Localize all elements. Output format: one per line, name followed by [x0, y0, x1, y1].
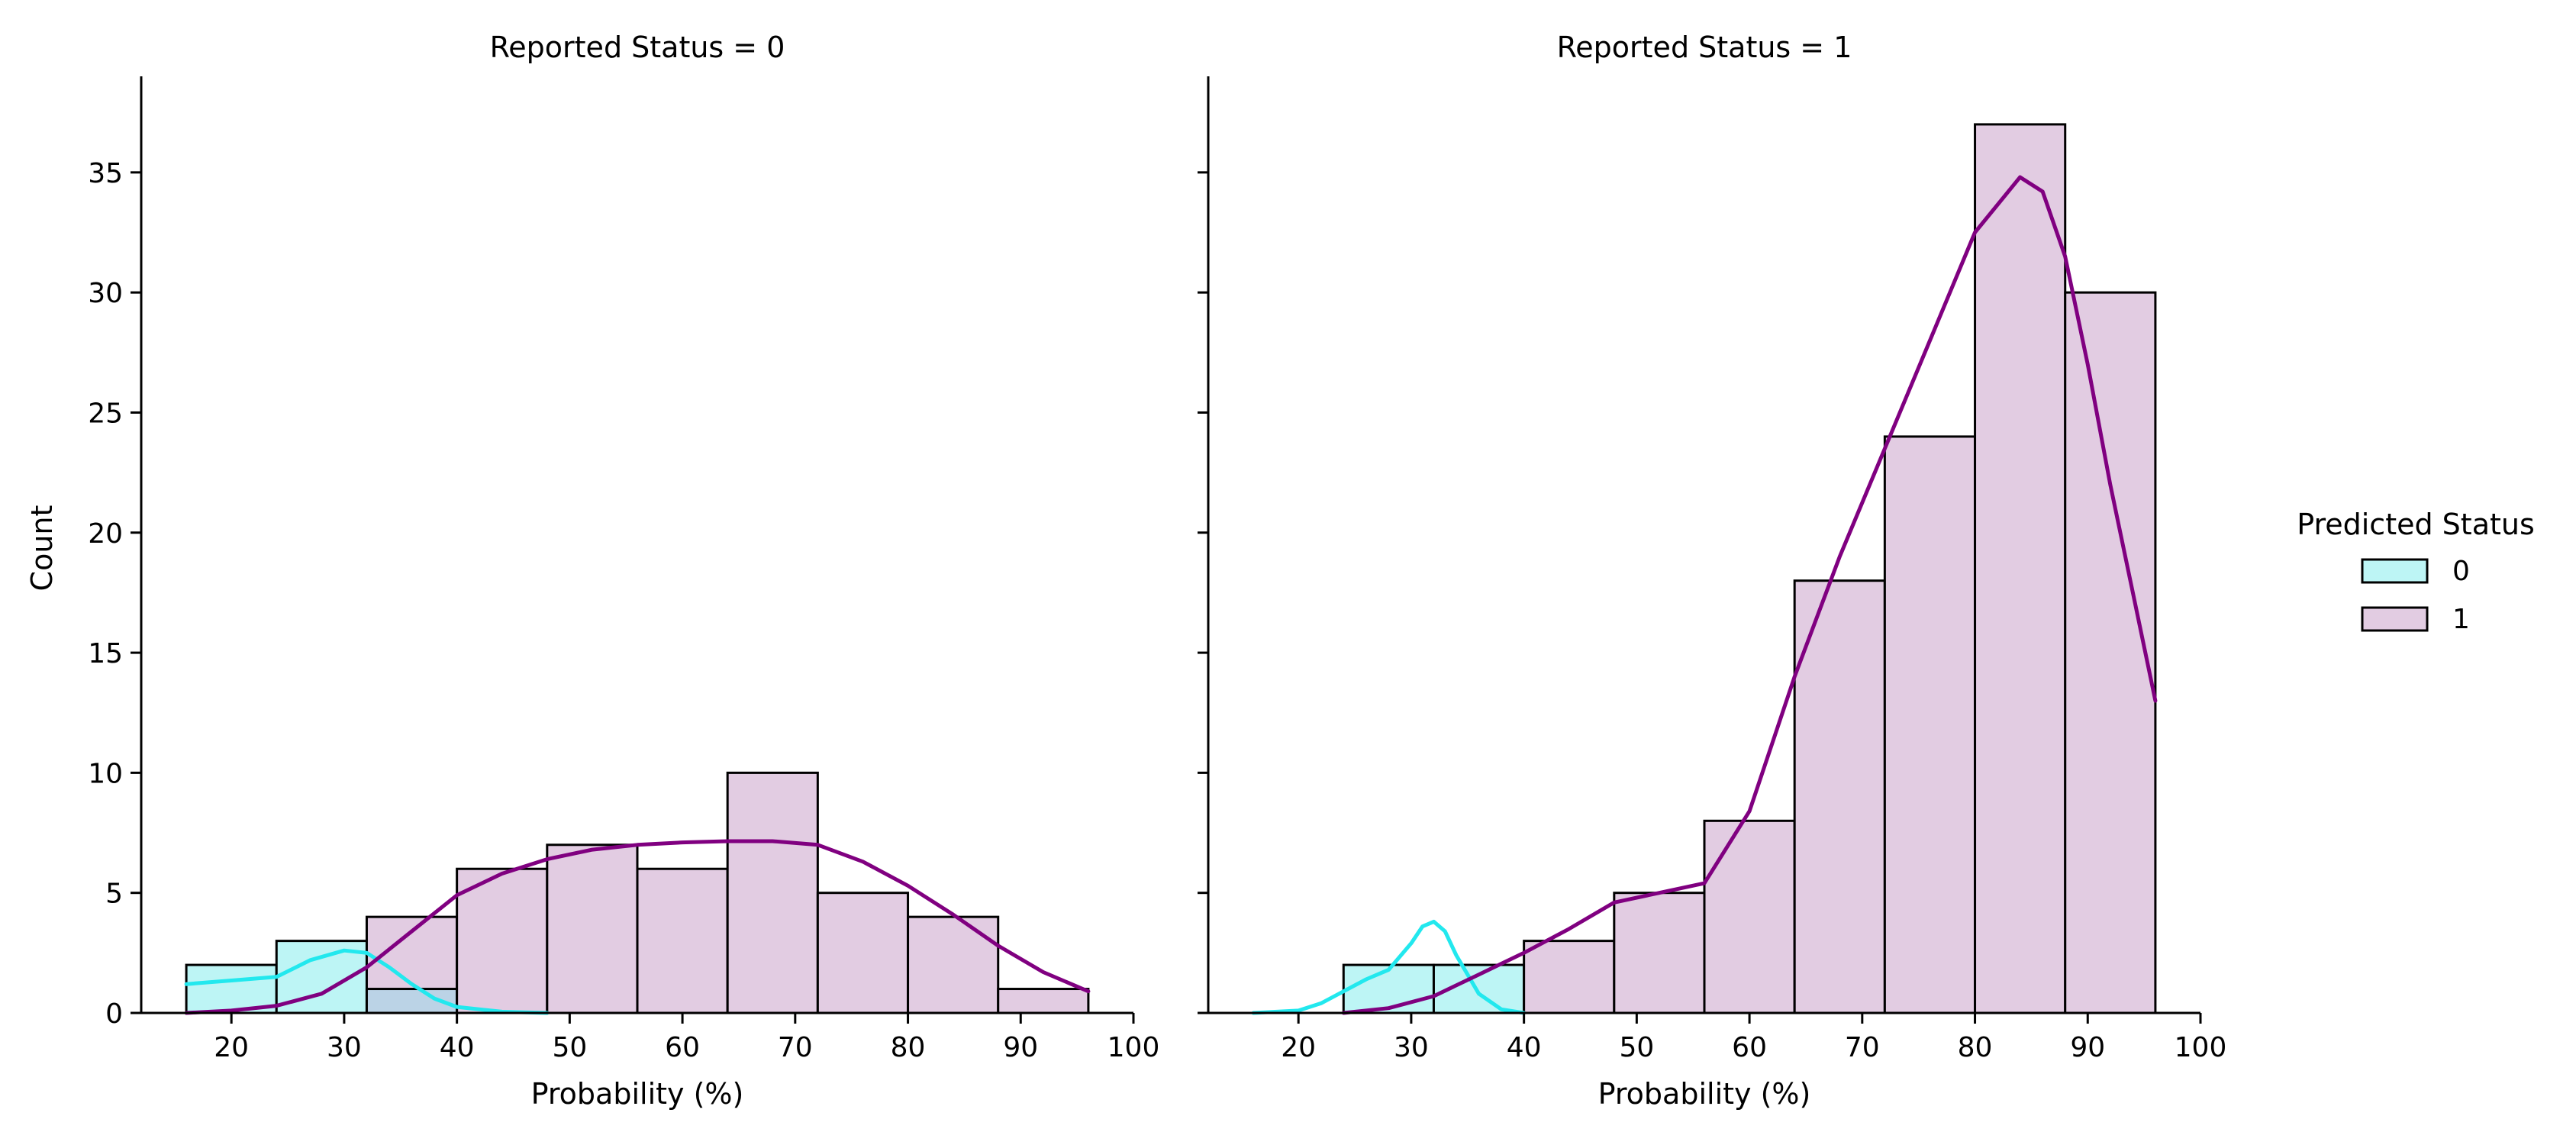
x-tick-label: 60 — [665, 1032, 700, 1063]
bar-series-1 — [1523, 940, 1616, 1014]
y-tick-label: 15 — [88, 638, 123, 669]
legend: Predicted Status 0 1 — [2297, 508, 2535, 635]
x-tick-label: 80 — [1958, 1032, 1993, 1063]
x-tick-label: 20 — [214, 1032, 249, 1063]
panel-title: Reported Status = 1 — [1557, 31, 1852, 64]
bar-series-0 — [185, 963, 278, 1014]
bar-series-1 — [816, 892, 910, 1014]
bar-series-1 — [1613, 892, 1706, 1014]
y-tick-label: 35 — [88, 158, 123, 189]
x-tick-label: 80 — [891, 1032, 926, 1063]
bar-series-1 — [546, 843, 639, 1014]
y-tick-label: 10 — [88, 758, 123, 789]
x-tick-label: 30 — [1394, 1032, 1429, 1063]
legend-swatch-1 — [2361, 606, 2429, 632]
bar-series-1 — [636, 867, 729, 1014]
bar-series-1 — [1883, 435, 1977, 1014]
x-tick-label: 90 — [2070, 1032, 2105, 1063]
y-tick-label: 0 — [105, 998, 123, 1030]
y-tick-label: 20 — [88, 518, 123, 550]
x-tick-label: 20 — [1281, 1032, 1316, 1063]
y-tick-label: 5 — [105, 879, 123, 910]
x-axis-label: Probability (%) — [1598, 1077, 1811, 1111]
legend-label-1: 1 — [2452, 604, 2470, 635]
bar-series-1 — [907, 915, 1000, 1014]
legend-label-0: 0 — [2452, 556, 2470, 587]
kde-line-series-1 — [1341, 175, 2158, 1015]
kde-line-series-1 — [184, 839, 1091, 1015]
kde-line-series-0 — [1251, 919, 1527, 1015]
x-tick-label: 40 — [440, 1032, 475, 1063]
x-tick-label: 90 — [1003, 1032, 1038, 1063]
bar-series-0 — [1342, 963, 1435, 1014]
x-tick-label: 50 — [552, 1032, 587, 1063]
y-tick-label: 30 — [88, 278, 123, 309]
x-tick-label: 60 — [1732, 1032, 1767, 1063]
panel-title: Reported Status = 0 — [490, 31, 785, 64]
x-tick-label: 100 — [1107, 1032, 1160, 1063]
x-tick-label: 30 — [327, 1032, 362, 1063]
x-tick-label: 70 — [778, 1032, 813, 1063]
panel-reported-status-1: 20 30 40 50 60 70 80 90 100 Probability (%) Report… — [1198, 31, 2226, 1111]
x-tick-label: 40 — [1507, 1032, 1542, 1063]
bar-series-1 — [726, 771, 819, 1014]
x-tick-label: 70 — [1845, 1032, 1880, 1063]
legend-title: Predicted Status — [2297, 508, 2535, 541]
legend-swatch-0 — [2361, 558, 2429, 584]
y-axis-label: Count — [25, 505, 59, 592]
bar-series-1 — [1703, 819, 1796, 1014]
bar-series-1 — [2064, 291, 2157, 1014]
x-tick-label: 100 — [2175, 1032, 2227, 1063]
panel-reported-status-0: 0 5 10 15 20 25 30 35 20 30 40 50 60 70 80 90 100 Probabi… — [88, 31, 1159, 1111]
x-tick-label: 50 — [1619, 1032, 1654, 1063]
x-axis-label: Probability (%) — [531, 1077, 744, 1111]
y-tick-label: 25 — [88, 398, 123, 429]
bar-series-1 — [1974, 123, 2067, 1014]
bar-series-1 — [997, 988, 1090, 1014]
